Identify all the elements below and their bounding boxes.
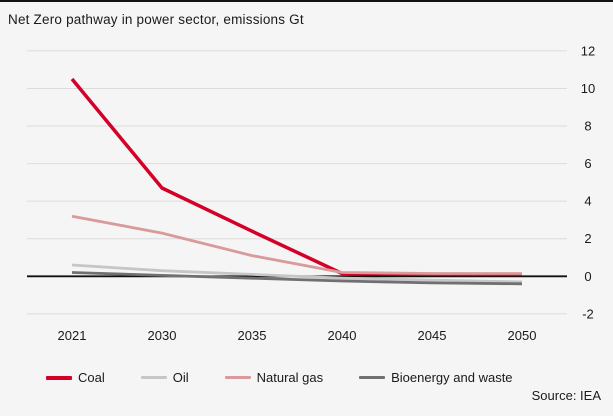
legend-item-oil: Oil	[140, 370, 189, 385]
series-line-oil	[71, 263, 523, 284]
chart-title: Net Zero pathway in power sector, emissi…	[8, 12, 304, 27]
series-line-natural-gas	[71, 214, 522, 275]
y-axis-label: 6	[584, 156, 591, 171]
legend-item-natural-gas: Natural gas	[224, 370, 324, 385]
x-axis-label: 2045	[418, 328, 447, 343]
series-line-coal	[70, 77, 522, 277]
x-axis-label: 2050	[508, 328, 537, 343]
x-axis-label: 2021	[58, 328, 87, 343]
legend-swatch	[140, 376, 167, 379]
x-axis-label: 2040	[328, 328, 357, 343]
legend-label: Bioenergy and waste	[391, 370, 513, 385]
source-label: Source: IEA	[531, 388, 601, 403]
legend-label: Natural gas	[256, 370, 324, 385]
legend-label: Coal	[78, 370, 105, 385]
y-axis-label: 12	[581, 43, 595, 58]
legend-item-bioenergy-and-waste: Bioenergy and waste	[359, 370, 513, 385]
x-axis-label: 2035	[238, 328, 267, 343]
legend-swatch	[224, 376, 251, 379]
y-axis-label: 2	[584, 231, 591, 246]
chart-legend: Coal Oil Natural gas Bioenergy and waste	[46, 370, 513, 385]
y-axis-label: 8	[584, 119, 591, 134]
legend-item-coal: Coal	[46, 370, 105, 385]
y-axis-label: 4	[584, 194, 591, 209]
y-axis-label: -2	[582, 306, 594, 321]
series-line-bioenergy-and-waste	[71, 271, 523, 286]
y-axis-label: 0	[584, 269, 591, 284]
legend-swatch	[359, 376, 386, 379]
x-axis-label: 2030	[148, 328, 177, 343]
legend-swatch	[46, 375, 72, 380]
legend-label: Oil	[172, 370, 189, 385]
y-axis-label: 10	[581, 81, 595, 96]
